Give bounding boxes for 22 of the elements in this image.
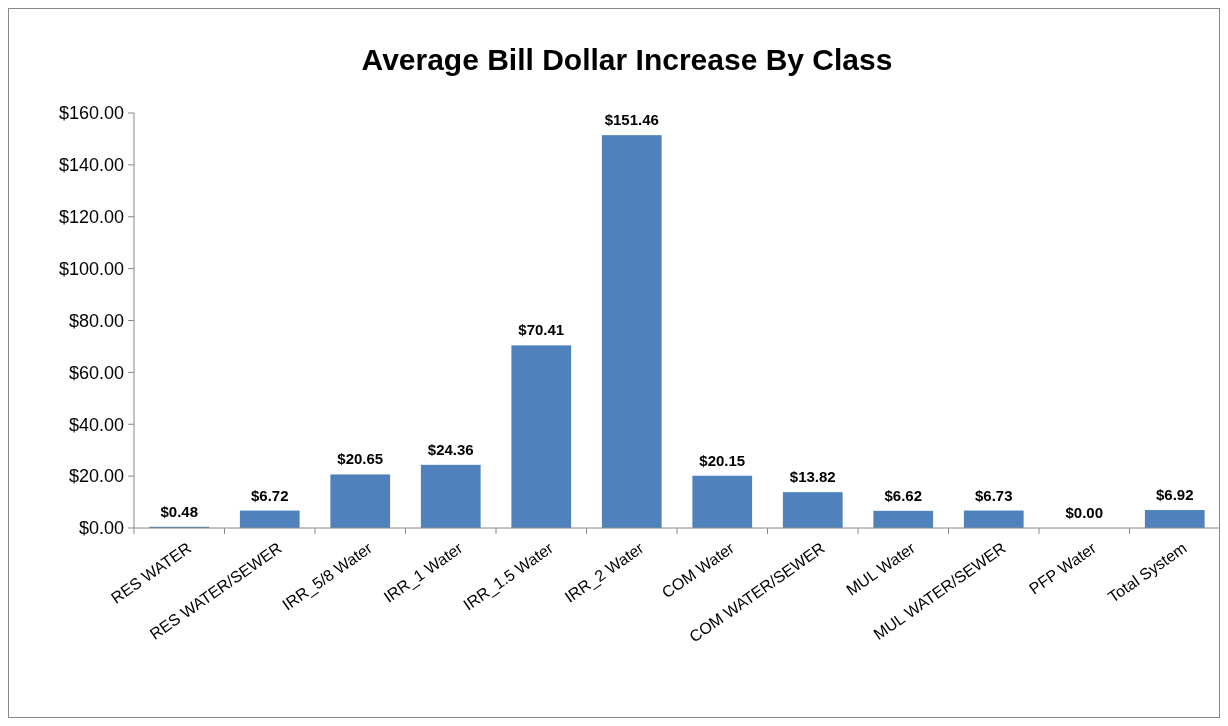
data-label: $151.46 [604, 111, 659, 129]
y-tick-label: $160.00 [58, 103, 124, 124]
y-tick-label: $140.00 [58, 155, 124, 176]
data-label: $6.73 [974, 486, 1013, 504]
y-tick-label: $40.00 [68, 414, 124, 435]
y-tick-label: $80.00 [68, 310, 124, 331]
y-tick-label: $0.00 [78, 518, 124, 539]
data-label: $20.15 [699, 451, 746, 469]
data-label: $6.62 [884, 486, 923, 504]
data-label: $20.65 [337, 450, 384, 468]
data-label: $70.41 [518, 321, 565, 339]
chart-title: Average Bill Dollar Increase By Class [361, 43, 893, 76]
y-tick-label: $100.00 [58, 258, 124, 279]
data-label: $6.92 [1155, 486, 1194, 504]
data-label: $0.00 [1065, 504, 1104, 521]
data-label: $24.36 [427, 440, 474, 458]
y-tick-label: $20.00 [68, 466, 124, 487]
data-label: $0.48 [160, 502, 199, 520]
y-tick-label: $120.00 [58, 207, 124, 228]
y-tick-label: $60.00 [68, 362, 124, 383]
data-label: $6.72 [250, 486, 289, 504]
data-label: $13.82 [789, 468, 836, 486]
